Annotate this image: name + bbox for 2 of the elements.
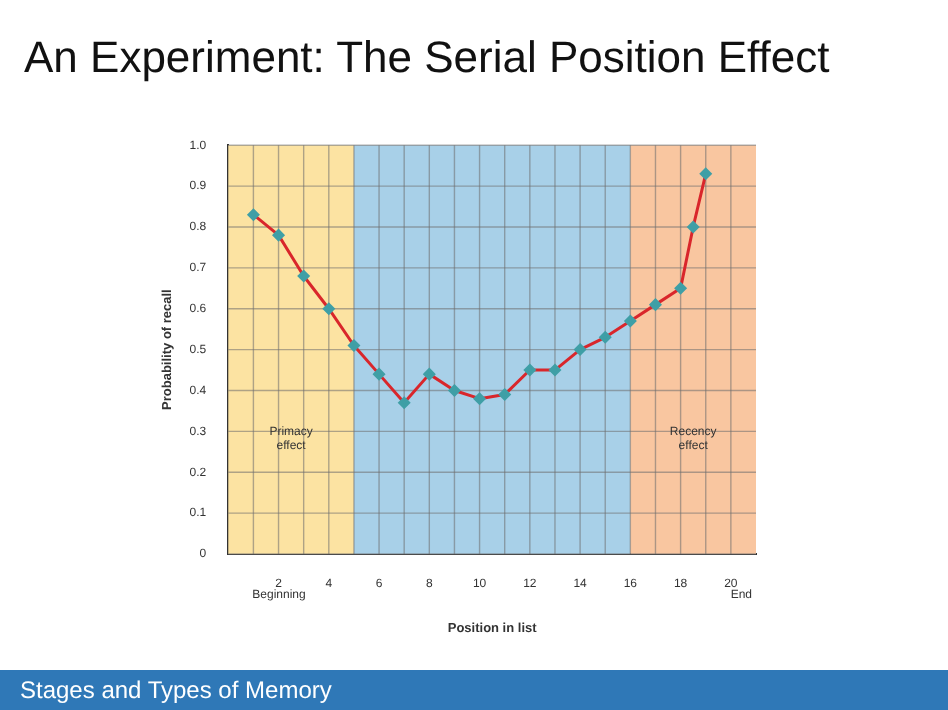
- text: Stages and Types of Memory: [20, 676, 332, 704]
- chart-title: An Experiment: The Serial Position Effect: [24, 32, 830, 84]
